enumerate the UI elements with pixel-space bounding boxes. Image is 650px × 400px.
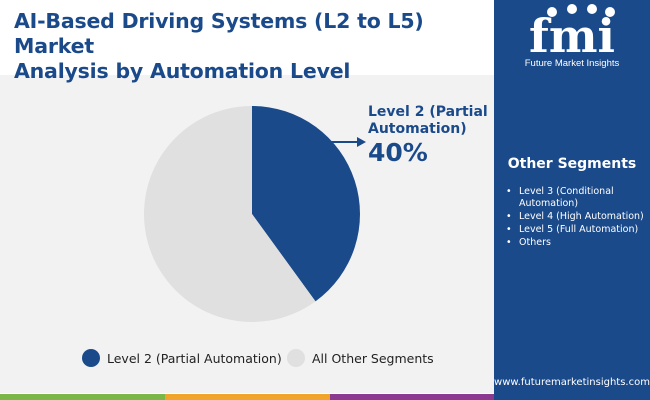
logo-dot-icon xyxy=(567,4,577,14)
logo-tagline: Future Market Insights xyxy=(524,58,620,69)
chart-title-line-2: Analysis by Automation Level xyxy=(14,59,351,83)
legend-item-level-2: Level 2 (Partial Automation) xyxy=(82,346,282,370)
logo-dot-icon xyxy=(587,4,597,14)
list-item: Level 4 (High Automation) xyxy=(506,211,646,223)
footer-bar-orange xyxy=(165,394,330,400)
pie-slice-level-2 xyxy=(252,106,360,302)
logo-wordmark: fmi xyxy=(529,9,615,60)
sidebar-panel: fmi Future Market Insights Other Segment… xyxy=(494,0,650,400)
legend-swatch-other-segments xyxy=(287,349,305,367)
logo-dot-icon xyxy=(547,7,557,17)
other-segments-title: Other Segments xyxy=(507,156,637,172)
pie-chart xyxy=(143,106,366,323)
legend-label-level-2: Level 2 (Partial Automation) xyxy=(107,350,282,366)
list-item: Level 5 (Full Automation) xyxy=(506,224,646,236)
pie-slice-other-segments xyxy=(143,106,316,323)
legend-swatch-level-2 xyxy=(82,349,100,367)
chart-title-line-1: AI-Based Driving Systems (L2 to L5) Mark… xyxy=(14,9,424,58)
fmi-logo-mark: fmi xyxy=(529,4,615,60)
website-url: www.futuremarketinsights.com xyxy=(494,377,650,388)
legend-label-other-segments: All Other Segments xyxy=(312,350,434,366)
footer-bar-green xyxy=(0,394,165,400)
callout-arrow xyxy=(330,137,366,147)
callout-value: 40% xyxy=(368,138,428,167)
legend-item-other-segments: All Other Segments xyxy=(287,346,434,370)
chart-title: AI-Based Driving Systems (L2 to L5) Mark… xyxy=(14,9,494,84)
level-2-callout: Level 2 (Partial Automation) 40% xyxy=(368,104,488,168)
chart-legend: Level 2 (Partial Automation) All Other S… xyxy=(0,346,494,370)
fmi-logo: fmi Future Market Insights xyxy=(494,0,650,75)
logo-dot-icon xyxy=(605,7,615,17)
list-item: Level 3 (Conditional Automation) xyxy=(506,186,646,210)
other-segments-list: Level 3 (Conditional Automation) Level 4… xyxy=(506,186,646,250)
footer-bar-purple xyxy=(330,394,494,400)
callout-label: Level 2 (Partial Automation) xyxy=(368,104,488,137)
list-item: Others xyxy=(506,237,646,249)
